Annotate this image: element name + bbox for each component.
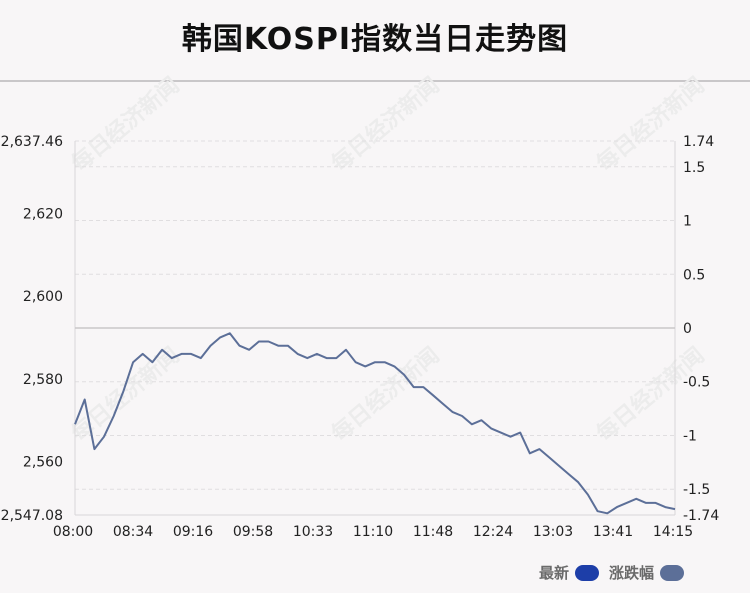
y-left-tick-label: 2,560	[23, 455, 63, 471]
legend-swatch-change	[660, 564, 684, 581]
y-left-tick-label: 2,637.46	[1, 134, 63, 150]
y-right-tick-label: -0.5	[683, 375, 710, 391]
x-tick-label: 09:58	[233, 524, 273, 540]
y-left-tick-label: 2,620	[23, 206, 63, 222]
y-left-tick-label: 2,547.08	[1, 508, 63, 524]
legend-item-change[interactable]: 涨跌幅	[609, 562, 684, 583]
watermark-text: 每日经济新闻	[67, 342, 185, 447]
series-layer	[74, 332, 676, 515]
tick-labels: 2,637.46 2,620 2,600 2,580 2,560 2,547.08 1.74…	[1, 134, 720, 540]
legend-label-latest: 最新	[538, 564, 569, 582]
y-right-tick-label: 1.74	[683, 134, 714, 150]
x-tick-label: 08:34	[113, 524, 153, 540]
y-right-tick-label: 0	[683, 321, 692, 337]
y-right-tick-label: 1	[683, 214, 692, 230]
x-tick-label: 13:03	[533, 524, 573, 540]
legend: 最新 涨跌幅	[539, 562, 684, 583]
y-right-tick-label: 0.5	[683, 267, 705, 283]
legend-item-latest[interactable]: 最新	[539, 562, 599, 583]
y-left-tick-label: 2,600	[23, 289, 63, 305]
x-tick-label: 10:33	[293, 524, 333, 540]
watermark-text: 每日经济新闻	[67, 72, 185, 177]
chart-title: 韩国KOSPI指数当日走势图	[181, 22, 569, 57]
grid-lines	[75, 140, 675, 516]
title-divider	[0, 80, 750, 82]
x-tick-label: 11:48	[413, 524, 453, 540]
watermark-text: 每日经济新闻	[327, 342, 445, 447]
x-tick-label: 12:24	[473, 524, 513, 540]
y-left-tick-label: 2,580	[23, 372, 63, 388]
axes	[74, 141, 676, 516]
y-right-tick-label: -1	[683, 428, 697, 444]
x-tick-label: 11:10	[353, 524, 393, 540]
x-tick-label: 08:00	[53, 524, 93, 540]
y-right-tick-label: 1.5	[683, 160, 705, 176]
legend-label-change: 涨跌幅	[608, 564, 654, 582]
x-tick-label: 09:16	[173, 524, 213, 540]
x-tick-label: 13:41	[593, 524, 633, 540]
x-tick-label: 14:15	[653, 524, 693, 540]
y-right-tick-label: -1.5	[683, 482, 710, 498]
watermark-text: 每日经济新闻	[327, 72, 445, 177]
legend-swatch-latest	[574, 564, 599, 581]
series-line-latest	[74, 332, 676, 515]
y-right-tick-label: -1.74	[683, 508, 719, 524]
